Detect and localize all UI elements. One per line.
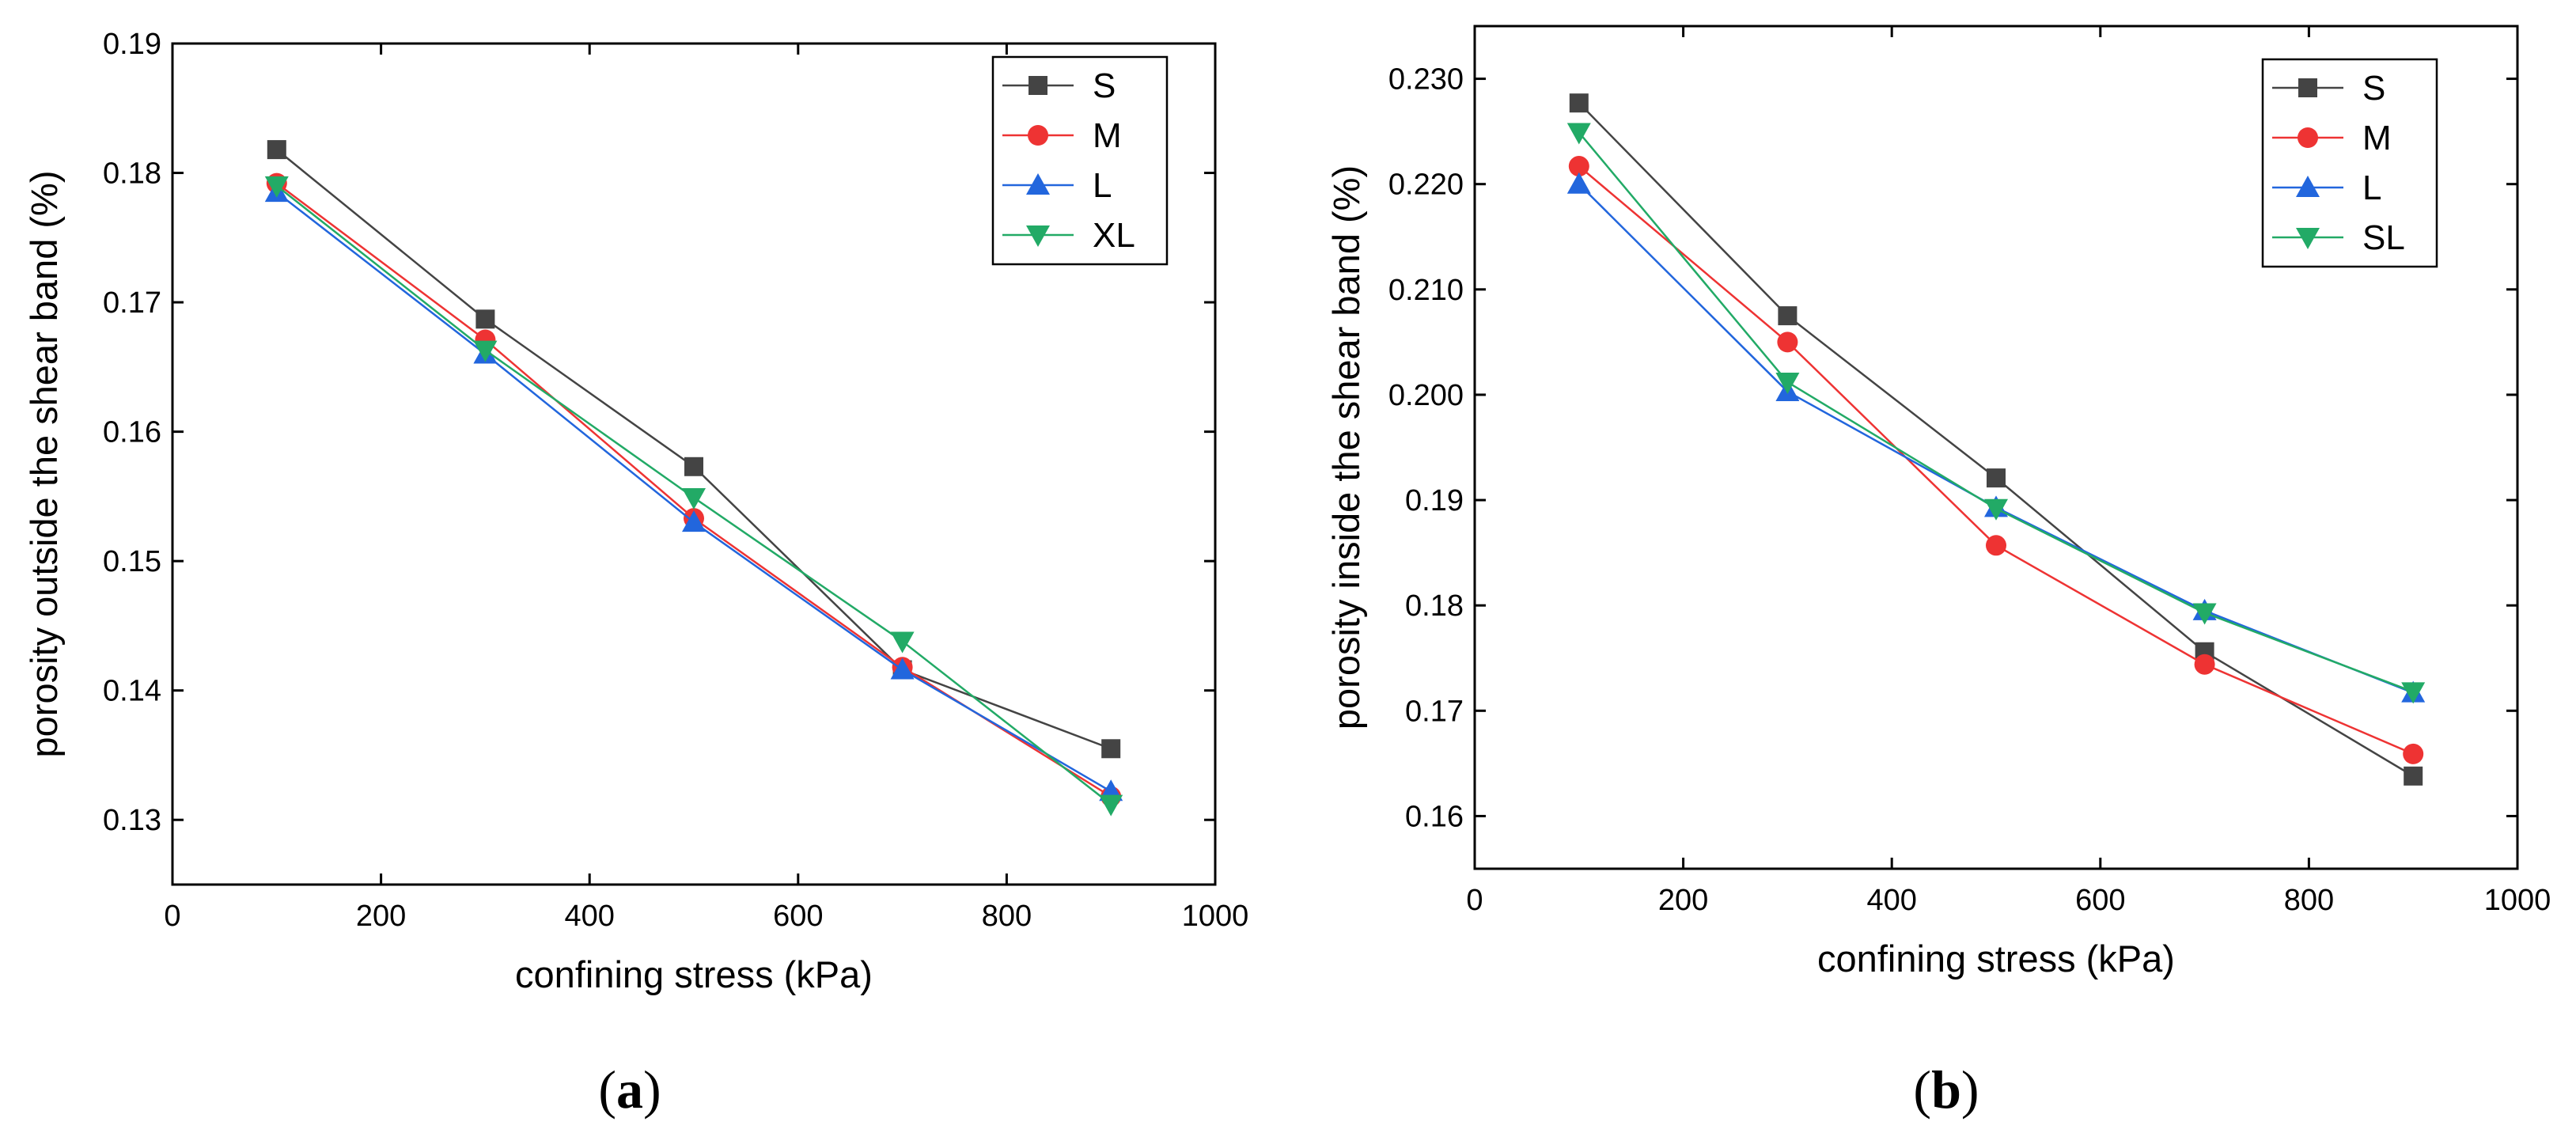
panel-a-x-tick-label: 800 <box>982 900 1032 933</box>
panel-b-series-sl-point <box>1984 498 2008 521</box>
panel-b-series-m-point <box>1986 535 2006 556</box>
panel-b-x-tick-label: 400 <box>1866 884 1916 917</box>
panel-a-y-tick-label: 0.15 <box>103 545 161 578</box>
panel-a: 0 200 400 600 800 1000 0.13 0.14 0.15 0.16 0.17 0.1… <box>23 28 1248 1120</box>
panel-b-plot-frame <box>1473 25 2519 870</box>
panel-a-series-xl-point <box>890 631 915 654</box>
panel-b-legend-sl-label: SL <box>2362 218 2405 257</box>
panel-b-legend-s-marker <box>2298 78 2317 97</box>
panel-a-series-l-point <box>682 510 706 532</box>
panel-a-x-tick-label: 0 <box>164 900 180 933</box>
panel-a-series-s-point <box>684 457 703 476</box>
panel-a-x-tick-label: 200 <box>356 900 406 933</box>
panel-b-label: (b) <box>1913 1059 1979 1120</box>
panel-b-y-tick-label: 0.18 <box>1405 589 1464 623</box>
panel-b-series-m-point <box>2194 654 2215 675</box>
panel-a-plot-frame <box>171 42 1217 886</box>
panel-b-series-sl-point <box>1566 123 1591 145</box>
panel-b-legend-l-marker <box>2296 176 2320 197</box>
panel-a-series-xl-point <box>473 340 498 362</box>
panel-b: 0 200 400 600 800 1000 0.16 0.17 0.18 0.19 0.200 0.… <box>1325 25 2551 1120</box>
panel-b-series-s-point <box>1987 468 2006 488</box>
panel-b-legend-sl-marker <box>2296 228 2320 249</box>
panel-a-legend-box <box>991 55 1169 266</box>
panel-b-series-m-point <box>1777 332 1798 353</box>
panel-b-x-tick-label: 200 <box>1658 884 1708 917</box>
panel-b-x-tick-label: 600 <box>2075 884 2125 917</box>
panel-b-label-part: ) <box>1961 1059 1979 1120</box>
panel-a-series-s-point <box>475 309 495 329</box>
panel-a-legend-m-marker <box>1028 125 1048 146</box>
panel-b-legend-s-label: S <box>2362 69 2385 108</box>
panel-b-series-m-point <box>1568 156 1589 177</box>
panel-b-series-m-point <box>2403 743 2424 764</box>
panel-a-legend-m-label: M <box>1093 116 1122 155</box>
panel-b-x-axis-title: confining stress (kPa) <box>1817 938 2175 980</box>
panel-a-x-tick-label: 400 <box>564 900 614 933</box>
panel-a-legend-s-marker <box>1029 76 1047 95</box>
panel-a-series-s-point <box>267 140 286 160</box>
panel-b-y-tick-label: 0.16 <box>1405 800 1464 833</box>
panel-a-series-l-point <box>890 657 915 680</box>
panel-b-label-part: b <box>1931 1059 1961 1120</box>
panel-a-legend-xl-marker <box>1026 225 1050 247</box>
panel-a-y-tick-label: 0.13 <box>103 804 161 837</box>
panel-a-label-part: ( <box>598 1059 616 1120</box>
panel-a-legend-s-label: S <box>1093 66 1116 105</box>
panel-a-y-tick-label: 0.17 <box>103 286 161 320</box>
panel-b-series-s-point <box>2404 766 2423 786</box>
panel-b-x-tick-label: 0 <box>1466 884 1483 917</box>
panel-b-series-s-point <box>1569 93 1589 113</box>
panel-a-series-xl-point <box>1099 794 1123 817</box>
panel-a-label: (a) <box>598 1059 661 1120</box>
panel-b-y-tick-label: 0.19 <box>1405 484 1464 517</box>
panel-a-legend-l-marker <box>1026 173 1050 195</box>
panel-b-y-tick-label: 0.17 <box>1405 695 1464 728</box>
panel-b-y-axis-title: porosity inside the shear band (%) <box>1325 165 1367 729</box>
panel-b-x-tick-label: 1000 <box>2484 884 2551 917</box>
panel-b-y-tick-label: 0.230 <box>1388 63 1464 97</box>
panel-b-series-l-point <box>1566 172 1591 194</box>
panel-a-y-axis-title: porosity outside the shear band (%) <box>23 171 65 758</box>
panel-a-legend-l-label: L <box>1093 166 1112 205</box>
panel-a-y-tick-label: 0.16 <box>103 416 161 449</box>
panel-a-label-part: a <box>616 1059 643 1120</box>
panel-a-y-tick-label: 0.19 <box>103 28 161 61</box>
panel-a-series-xl-point <box>264 176 289 198</box>
panel-a-x-tick-label: 600 <box>773 900 823 933</box>
panel-b-series-sl-point <box>1775 372 1800 394</box>
panel-b-legend-l-label: L <box>2362 169 2381 207</box>
panel-b-series-sl-point <box>2192 603 2217 625</box>
panel-b-label-part: ( <box>1913 1059 1931 1120</box>
panel-a-x-tick-label: 1000 <box>1182 900 1249 933</box>
panel-b-legend-m-label: M <box>2362 119 2392 157</box>
panel-a-series-s-line <box>276 149 1112 750</box>
panel-a-legend-xl-label: XL <box>1093 216 1135 255</box>
panel-b-y-tick-label: 0.220 <box>1388 169 1464 202</box>
panel-a-series-s-point <box>1101 739 1121 759</box>
panel-b-y-tick-label: 0.200 <box>1388 379 1464 412</box>
panel-a-y-tick-label: 0.14 <box>103 675 161 708</box>
panel-b-legend-m-marker <box>2298 127 2318 148</box>
panel-b-legend-box <box>2261 58 2438 268</box>
panel-a-x-axis-title: confining stress (kPa) <box>515 953 873 995</box>
panel-a-series-xl-point <box>682 488 706 510</box>
panel-b-series-sl-point <box>2401 682 2426 704</box>
panel-b-series-s-point <box>1778 306 1798 326</box>
panel-b-y-tick-label: 0.210 <box>1388 274 1464 307</box>
panel-b-x-tick-label: 800 <box>2284 884 2334 917</box>
panel-a-y-tick-label: 0.18 <box>103 157 161 191</box>
panel-a-label-part: ) <box>643 1059 661 1120</box>
